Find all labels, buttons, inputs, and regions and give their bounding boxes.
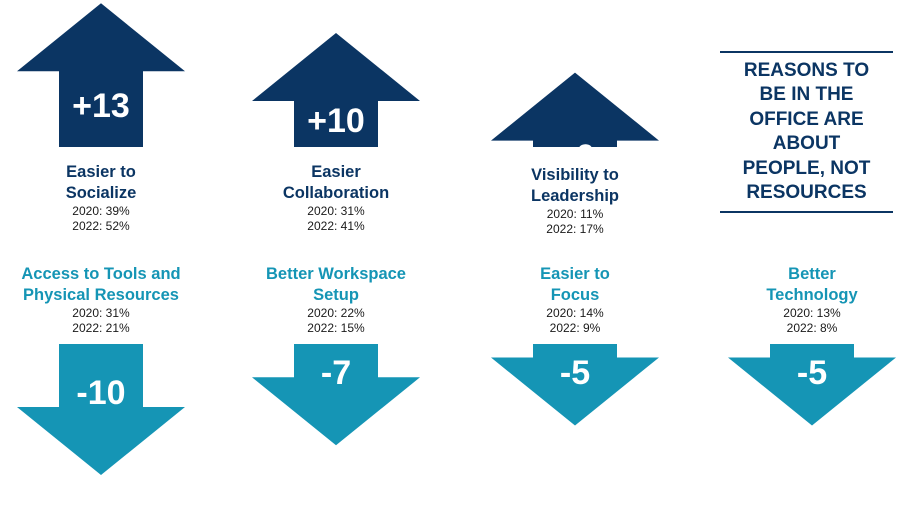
up-arrow-delta: +13 [72,87,130,126]
stat-2022: 2022: 9% [549,321,601,335]
decrease-label-line: Physical Resources [23,286,179,304]
down-arrow-delta: -10 [76,374,126,412]
stat-2020: 2020: 22% [307,306,365,320]
decrease-label: Easier to Focus [470,264,680,306]
down-arrow [728,344,896,426]
increase-label-line: Easier [311,163,361,181]
decrease-label-line: Better [788,265,836,283]
stat-2020: 2020: 11% [546,207,604,221]
down-arrow-delta: -5 [559,354,591,392]
increase-label: Easier Collaboration [231,162,441,204]
stat-2020: 2020: 14% [546,306,604,320]
down-arrow-delta: -5 [796,354,828,392]
increase-label-line: Visibility to [531,166,619,184]
decrease-label-line: Focus [550,286,600,304]
up-arrow [252,33,420,147]
stat-2022: 2022: 41% [307,219,365,233]
stat-2020: 2020: 39% [72,204,130,218]
decrease-label-line: Easier to [540,265,610,283]
stat-2020: 2020: 31% [307,204,365,218]
stat-2022: 2022: 21% [72,321,130,335]
increase-label-line: Easier to [66,163,136,181]
stat-2022: 2022: 8% [786,321,838,335]
increase-label-line: Socialize [65,184,137,202]
up-arrow-delta: +6 [555,137,595,176]
decrease-label: Better Workspace Setup [231,264,441,306]
up-arrow [17,3,185,147]
decrease-label: Better Technology [707,264,917,306]
summary-callout-text: REASONS TO BE IN THE OFFICE ARE ABOUT PE… [742,59,871,204]
decrease-label-line: Setup [313,286,359,304]
decrease-label-line: Technology [766,286,858,304]
increase-label-line: Collaboration [282,184,390,202]
increase-label-line: Leadership [530,187,620,205]
decrease-label-line: Access to Tools and [21,265,181,283]
up-arrow-delta: +10 [307,102,365,140]
down-arrow [252,344,420,446]
stat-2020: 2020: 13% [783,306,841,320]
down-arrow-delta: -7 [320,354,352,392]
increase-label: Visibility to Leadership [470,165,680,207]
summary-callout: REASONS TO BE IN THE OFFICE ARE ABOUT PE… [720,51,893,213]
stat-2022: 2022: 15% [307,321,365,335]
stat-2022: 2022: 52% [72,219,130,233]
stat-2022: 2022: 17% [546,222,604,236]
down-arrow [17,344,185,475]
down-arrow [491,344,659,426]
up-arrow [491,72,659,147]
stat-2020: 2020: 31% [72,306,130,320]
decrease-label: Access to Tools and Physical Resources [0,264,206,306]
increase-label: Easier to Socialize [0,162,206,204]
decrease-label-line: Better Workspace [265,265,406,283]
